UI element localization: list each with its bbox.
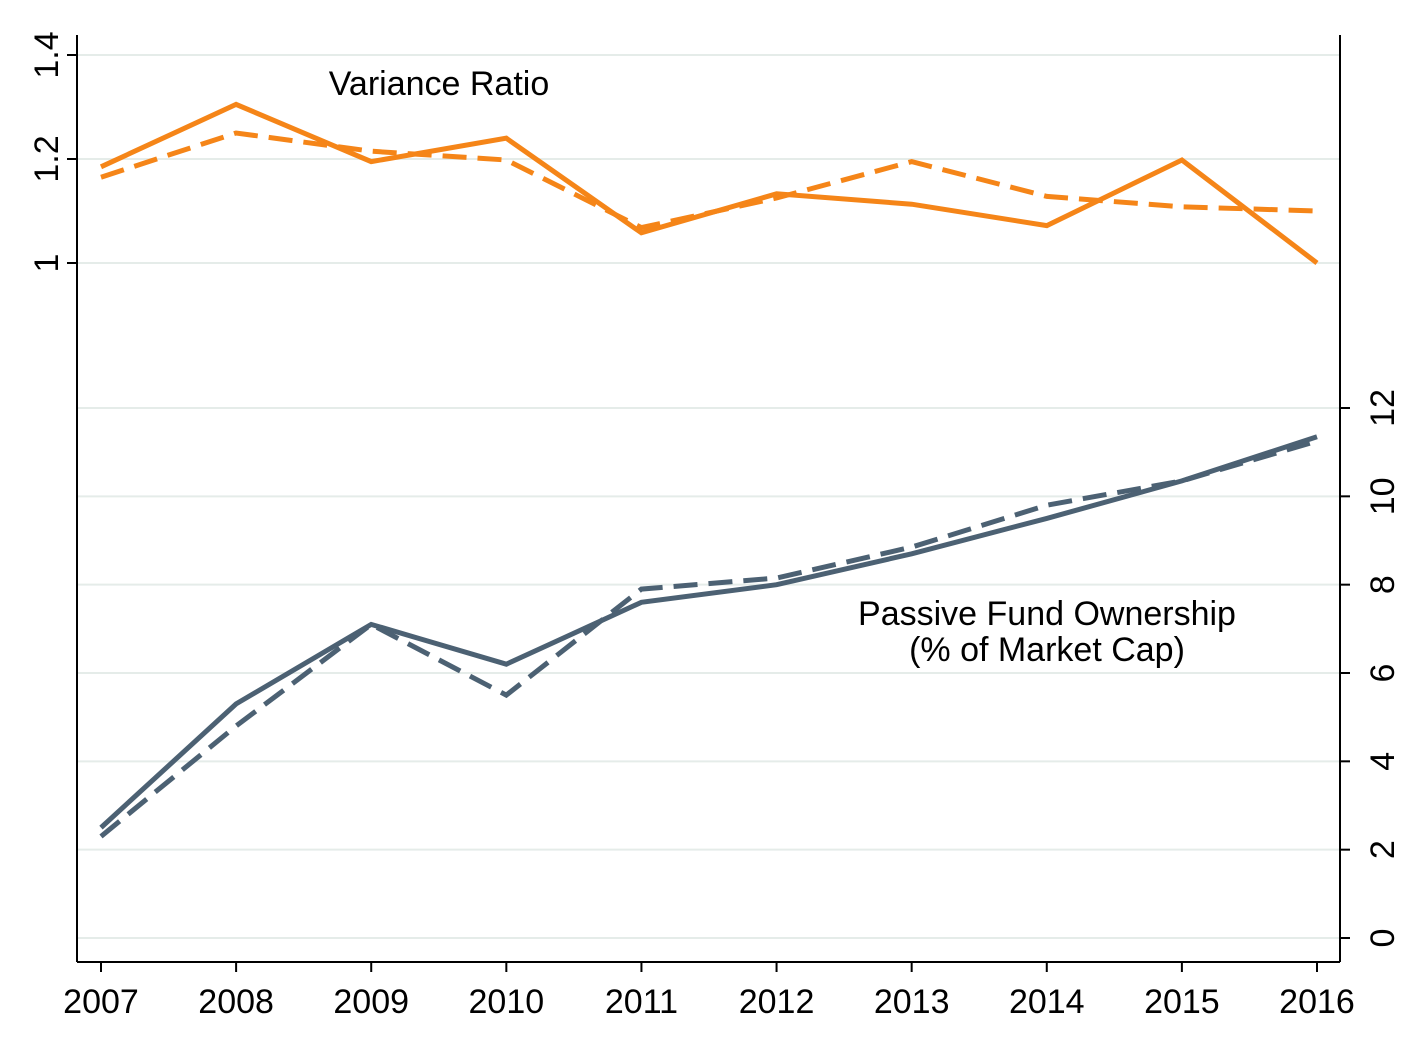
- x-tick-label: 2009: [333, 983, 409, 1021]
- left-tick-label: 1: [28, 254, 66, 273]
- right-tick-label: 4: [1364, 752, 1402, 771]
- gridlines: [77, 54, 1340, 939]
- series-left-solid-line: [99, 101, 1319, 265]
- variance-annotation: Variance Ratio: [329, 65, 550, 103]
- right-tick-label: 2: [1364, 840, 1402, 859]
- series-left-dashed-line: [100, 130, 1318, 231]
- x-tick-label: 2010: [469, 983, 545, 1021]
- x-tick-label: 2007: [63, 983, 139, 1021]
- tick-marks: [67, 54, 1350, 972]
- right-tick-label: 8: [1364, 575, 1402, 594]
- right-tick-label: 12: [1364, 389, 1402, 427]
- right-tick-label: 0: [1364, 929, 1402, 948]
- x-tick-label: 2011: [605, 983, 678, 1021]
- x-tick-label: 2008: [198, 983, 274, 1021]
- x-tick-label: 2012: [739, 983, 815, 1021]
- variance-annotation-line: Variance Ratio: [329, 65, 550, 103]
- x-tick-label: 2015: [1144, 983, 1220, 1021]
- right-tick-label: 6: [1364, 664, 1402, 683]
- left-tick-label: 1.2: [28, 135, 66, 182]
- ownership-annotation-line: (% of Market Cap): [909, 631, 1185, 669]
- right-tick-label: 10: [1364, 477, 1402, 515]
- ownership-annotation-line: Passive Fund Ownership: [858, 595, 1236, 633]
- series-lines: [99, 101, 1319, 839]
- series-right-dashed-line: [99, 438, 1318, 839]
- left-tick-label: 1.4: [28, 31, 66, 78]
- annotations: Variance Ratio Passive Fund Ownership (% o…: [329, 65, 1236, 669]
- tick-labels: 1 1.2 1.4 0 2 4 6 8 10 12 2007 2008 2009 2010 2011 2012…: [28, 31, 1402, 1021]
- x-tick-label: 2016: [1279, 983, 1355, 1021]
- axes: [76, 35, 1341, 963]
- x-tick-label: 2014: [1009, 983, 1085, 1021]
- series-right-solid-line: [99, 434, 1318, 830]
- ownership-annotation: Passive Fund Ownership (% of Market Cap): [858, 595, 1236, 669]
- x-tick-label: 2013: [874, 983, 950, 1021]
